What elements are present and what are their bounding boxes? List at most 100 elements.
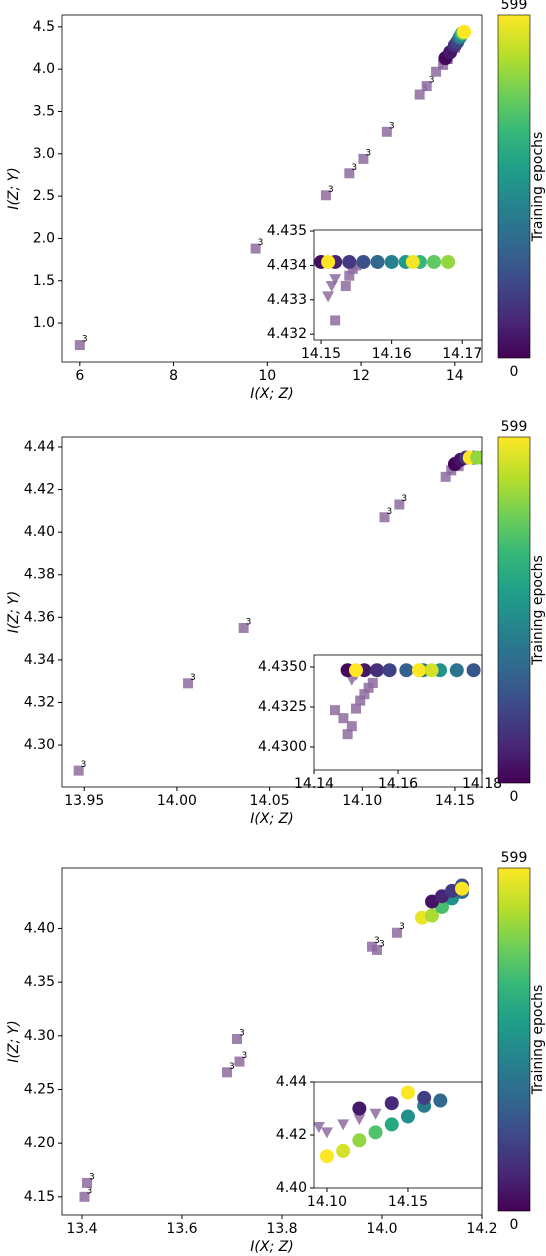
triangle-point <box>320 1127 333 1139</box>
epoch-point <box>382 663 397 678</box>
square-point <box>351 703 361 714</box>
x-tick-label: 13.6 <box>166 1221 197 1237</box>
colorbar-tick-label: 599 <box>501 419 528 435</box>
point-annotation: 3 <box>89 1172 95 1182</box>
y-tick-label: 4.30 <box>24 737 55 753</box>
square-point <box>82 1177 92 1188</box>
x-tick-label: 14.15 <box>301 346 341 362</box>
axes-frame <box>61 436 483 788</box>
y-tick-label: 4.4325 <box>258 699 307 715</box>
y-tick-label: 4.25 <box>24 1081 55 1097</box>
epoch-point <box>441 254 456 269</box>
colorbar-label: Training epochs <box>530 132 546 243</box>
epoch-point <box>433 1093 448 1108</box>
square-point <box>234 1056 245 1067</box>
x-tick-label: 14.00 <box>157 793 197 809</box>
y-tick-label: 4.5 <box>33 19 55 35</box>
x-tick-label: 13.95 <box>64 793 104 809</box>
square-point <box>359 689 370 700</box>
epoch-point <box>424 663 439 678</box>
point-annotation: 3 <box>242 1051 248 1061</box>
x-axis-label: I(X; Z) <box>250 386 293 402</box>
x-tick-label: 12 <box>352 368 370 384</box>
y-tick-label: 4.32 <box>24 694 55 710</box>
point-annotation: 3 <box>429 76 435 86</box>
square-point <box>381 126 392 137</box>
epoch-point <box>384 1117 399 1132</box>
triangle-point <box>329 274 342 286</box>
epoch-point <box>384 254 399 269</box>
y-tick-label: 2.0 <box>33 230 55 246</box>
y-tick-label: 4.40 <box>24 524 55 540</box>
square-point <box>446 465 457 476</box>
square-point <box>330 315 341 326</box>
epoch-point <box>405 254 420 269</box>
square-point <box>367 677 378 688</box>
epoch-point <box>457 24 472 39</box>
square-point <box>79 1191 90 1202</box>
y-tick-label: 4.4300 <box>258 739 307 755</box>
point-annotation: 3 <box>401 494 407 504</box>
square-point <box>238 622 249 633</box>
y-tick-label: 4.44 <box>24 439 55 455</box>
square-point <box>392 927 402 938</box>
square-point <box>372 944 382 955</box>
y-tick-label: 3.0 <box>33 146 55 162</box>
square-point <box>183 678 194 689</box>
epoch-point <box>399 663 414 678</box>
colorbar-tick-label: 0 <box>510 364 519 380</box>
colorbar-tick-label: 0 <box>510 789 519 805</box>
point-annotation: 3 <box>81 760 87 770</box>
y-tick-label: 4.38 <box>24 567 55 583</box>
y-tick-label: 4.44 <box>276 1074 307 1090</box>
square-point <box>344 168 355 179</box>
x-tick-label: 14.18 <box>462 776 502 792</box>
square-point <box>344 270 355 281</box>
x-axis-label: I(X; Z) <box>250 811 293 827</box>
square-point <box>379 512 390 523</box>
y-tick-label: 4.34 <box>24 652 55 668</box>
plot-area <box>314 1082 482 1188</box>
y-tick-label: 4.35 <box>24 974 55 990</box>
x-tick-label: 14.2 <box>466 1221 497 1237</box>
square-point <box>232 1034 242 1045</box>
square-point <box>73 765 84 776</box>
square-point <box>250 243 261 254</box>
point-annotation: 3 <box>239 1029 245 1039</box>
epoch-point <box>349 663 363 678</box>
epoch-point <box>417 1090 432 1105</box>
x-tick-label: 14.05 <box>250 793 290 809</box>
epoch-point <box>321 254 336 269</box>
x-tick-label: 14.16 <box>378 776 418 792</box>
epoch-point <box>384 1096 399 1111</box>
square-point <box>222 1067 232 1078</box>
colorbar-tick-label: 599 <box>501 0 528 13</box>
y-tick-label: 1.5 <box>33 273 55 289</box>
colorbar <box>497 867 531 1212</box>
epoch-point <box>470 450 482 465</box>
y-tick-label: 4.0 <box>33 61 55 77</box>
y-tick-label: 1.0 <box>33 315 55 331</box>
marks <box>330 663 481 740</box>
x-tick-label: 14.15 <box>388 1194 428 1210</box>
colorbar <box>497 436 531 784</box>
y-tick-label: 4.42 <box>24 482 55 498</box>
epoch-point <box>412 663 426 678</box>
epoch-point <box>455 881 469 896</box>
x-tick-label: 14.14 <box>294 776 334 792</box>
epoch-point <box>400 1109 415 1124</box>
y-tick-label: 4.435 <box>267 223 307 239</box>
point-annotation: 3 <box>351 163 357 173</box>
epoch-point <box>425 908 439 923</box>
y-tick-label: 4.20 <box>24 1135 55 1151</box>
square-point <box>431 66 442 77</box>
x-tick-label: 8 <box>169 368 178 384</box>
y-tick-label: 4.40 <box>24 920 55 936</box>
x-tick-label: 14.15 <box>435 793 475 809</box>
marks <box>314 1085 448 1164</box>
point-annotation: 3 <box>87 1186 93 1196</box>
epoch-point <box>400 1085 415 1100</box>
axes-frame <box>313 654 483 771</box>
